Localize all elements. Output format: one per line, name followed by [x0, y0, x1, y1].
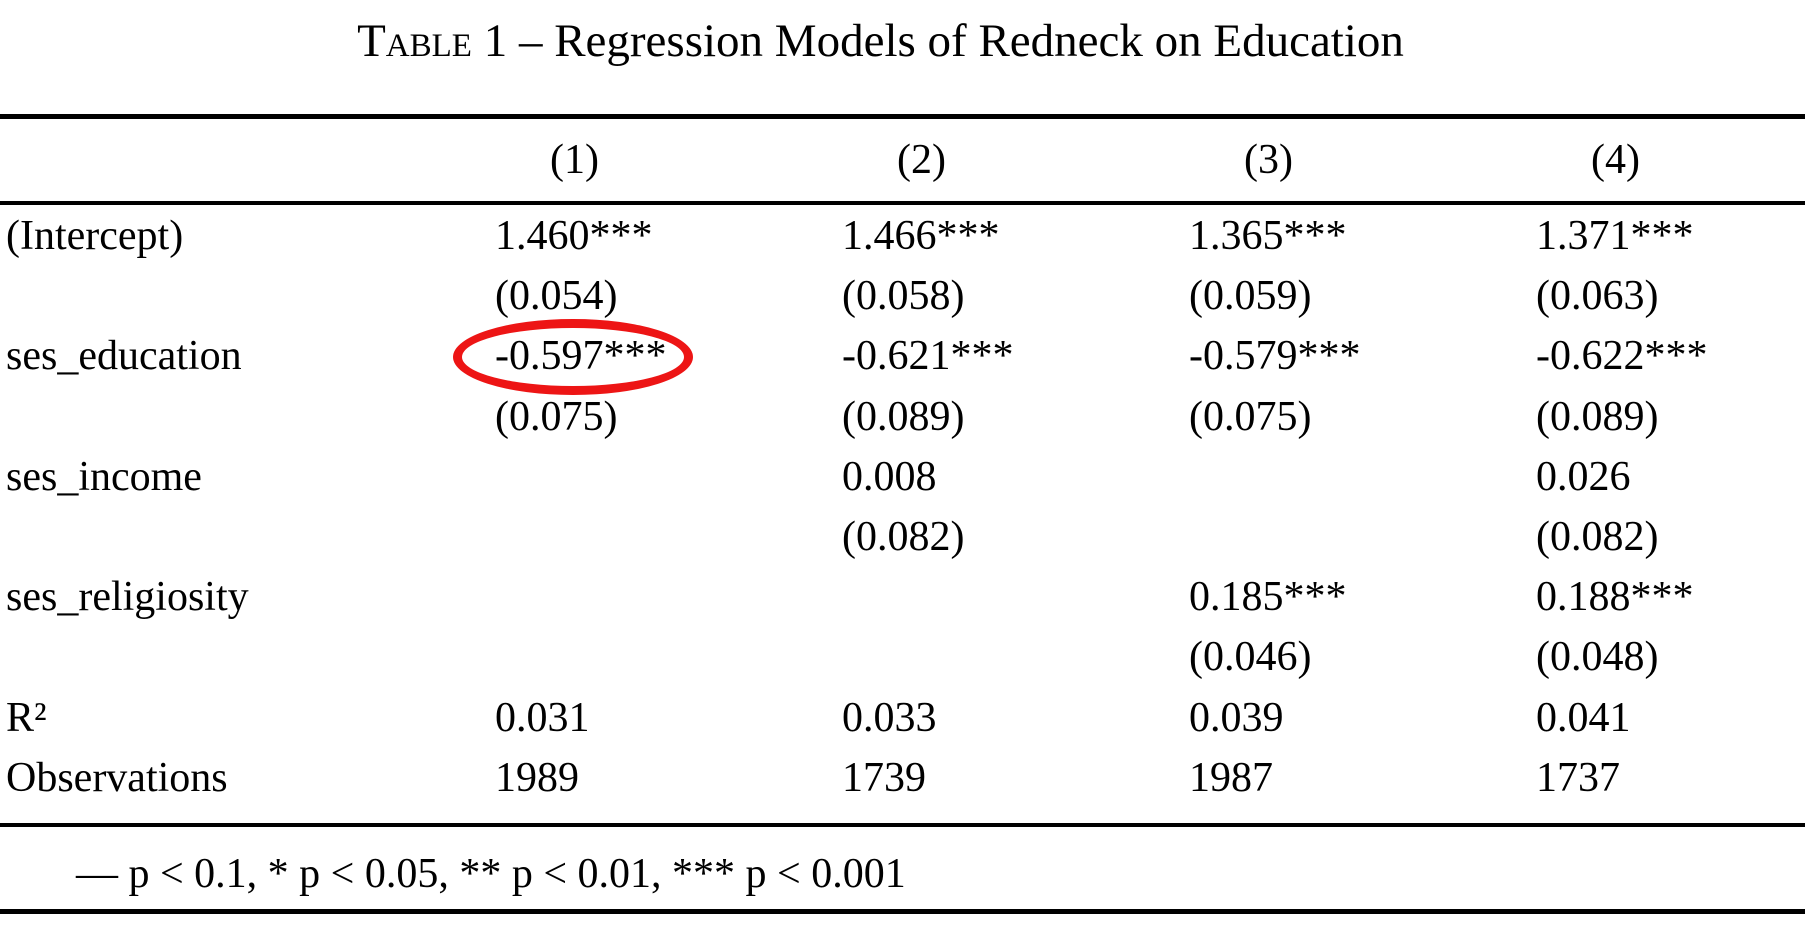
table-cell: (0.089) [1536, 393, 1659, 440]
table-title-prefix: Table [357, 15, 472, 67]
table-cell: 1.371*** [1536, 213, 1694, 260]
table-cell: 1.460*** [495, 213, 653, 260]
significance-note: — p < 0.1, * p < 0.05, ** p < 0.01, *** … [76, 851, 906, 897]
top-rule [0, 114, 1805, 119]
table-cell: (0.058) [842, 273, 965, 320]
table-cell: (0.048) [1536, 634, 1659, 681]
table-cell: 0.026 [1536, 453, 1631, 500]
table-title: Table 1 – Regression Models of Redneck o… [0, 14, 1783, 68]
table-cell: 1739 [842, 754, 926, 801]
table-cell: 0.185*** [1189, 574, 1347, 621]
table-cell: (0.054) [495, 273, 618, 320]
note-rule [0, 823, 1805, 827]
table-cell: 0.188*** [1536, 574, 1694, 621]
row-label-ses-education: ses_education [6, 333, 242, 380]
column-header-3: (3) [1244, 137, 1293, 183]
table-cell: 0.031 [495, 694, 590, 741]
row-label-ses-income: ses_income [6, 453, 202, 500]
table-cell: (0.046) [1189, 634, 1312, 681]
table-cell: 1.466*** [842, 213, 1000, 260]
table-cell: (0.075) [495, 393, 618, 440]
table-cell: 1989 [495, 754, 579, 801]
table-cell-circled-container: -0.597*** [450, 319, 797, 396]
row-label-observations: Observations [6, 754, 228, 801]
table-cell: 0.033 [842, 694, 937, 741]
table-cell: 0.008 [842, 453, 937, 500]
table-cell: 1737 [1536, 754, 1620, 801]
table-cell: (0.063) [1536, 273, 1659, 320]
column-header-2: (2) [897, 137, 946, 183]
table-cell: 0.039 [1189, 694, 1284, 741]
table-cell: (0.082) [1536, 514, 1659, 561]
circled-value: -0.597*** [453, 319, 693, 396]
row-label-r-squared: R² [6, 694, 47, 741]
table-cell: -0.621*** [842, 333, 1014, 380]
table-cell: (0.059) [1189, 273, 1312, 320]
bottom-rule [0, 909, 1805, 914]
header-rule [0, 201, 1805, 205]
row-label-ses-religiosity: ses_religiosity [6, 574, 249, 621]
table-cell: (0.082) [842, 514, 965, 561]
table-body: (Intercept) 1.460*** 1.466*** 1.365*** 1… [0, 206, 1805, 808]
table-cell: -0.579*** [1189, 333, 1361, 380]
column-header-row: (1) (2) (3) (4) [0, 122, 1805, 198]
table-cell: -0.622*** [1536, 333, 1708, 380]
table-cell: -0.597*** [495, 333, 667, 380]
column-header-1: (1) [550, 137, 599, 183]
row-label-intercept: (Intercept) [6, 213, 184, 260]
table-cell: 0.041 [1536, 694, 1631, 741]
table-title-rest: 1 – Regression Models of Redneck on Educ… [471, 15, 1404, 67]
table-cell: 1.365*** [1189, 213, 1347, 260]
table-cell: (0.089) [842, 393, 965, 440]
table-cell: 1987 [1189, 754, 1273, 801]
table-cell: (0.075) [1189, 393, 1312, 440]
column-header-4: (4) [1591, 137, 1640, 183]
